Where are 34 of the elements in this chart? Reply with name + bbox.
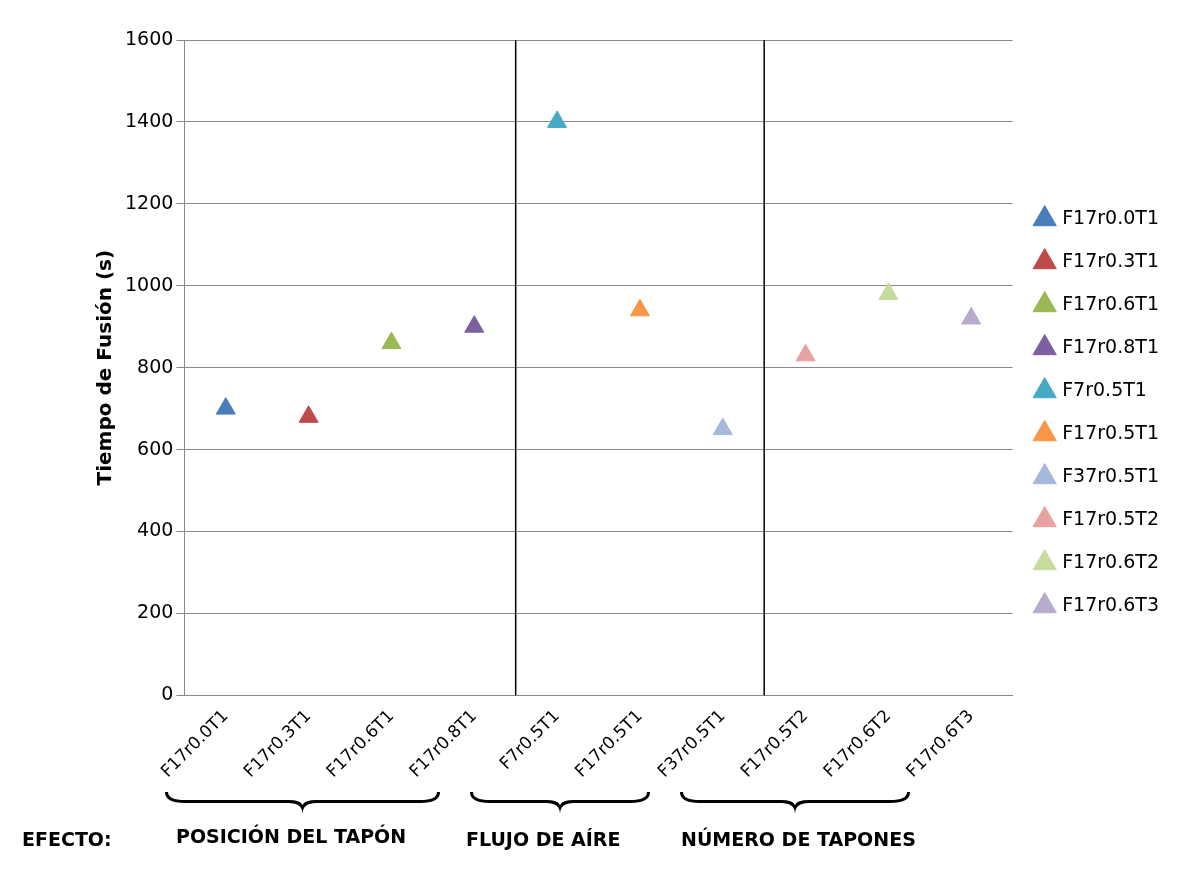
legend-label: F17r0.3T1 [1062,248,1159,271]
y-axis-title: Tiempo de Fusión (s) [92,249,117,486]
legend-label: F17r0.6T1 [1062,291,1159,314]
y-tick-label: 600 [137,436,174,459]
legend-label: F17r0.0T1 [1062,205,1159,228]
y-tick-label: 1600 [124,26,174,49]
y-tick-label: 200 [137,600,174,623]
legend-label: F7r0.5T1 [1062,377,1147,400]
text: EFECTO: [22,828,112,850]
legend-label: F17r0.5T1 [1062,420,1159,443]
point [464,315,485,333]
point [381,331,402,350]
text: POSICIÓN DEL TAPÓN [176,825,407,847]
point [629,298,650,317]
y-tick-label: 1200 [124,190,174,213]
y-tick-label: 1000 [124,272,174,295]
text: FLUJO DE AÍRE [466,828,621,850]
point [795,343,816,362]
point [878,282,899,300]
point [961,307,982,325]
point [547,110,568,128]
legend-label: F17r0.5T2 [1062,506,1159,529]
y-tick-label: 400 [137,518,174,541]
point [298,405,319,423]
point [712,417,733,436]
legend-label: F17r0.6T2 [1062,549,1159,572]
legend-label: F17r0.8T1 [1062,334,1159,357]
y-tick-label: 1400 [124,108,174,131]
point [215,397,236,415]
y-tick-label: 0 [161,682,174,705]
legend-label: F17r0.6T3 [1062,592,1159,615]
legend-label: F37r0.5T1 [1062,463,1159,486]
y-tick-label: 800 [137,354,174,377]
text: NÚMERO DE TAPONES [681,828,916,850]
